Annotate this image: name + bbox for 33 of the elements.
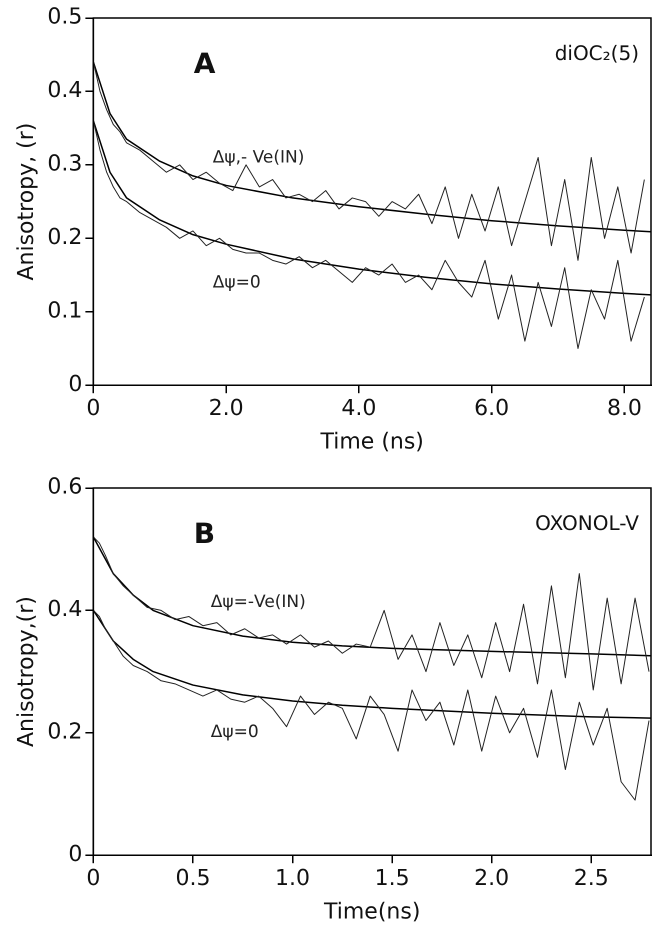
- y-tick-label: 0.1: [47, 298, 82, 324]
- annotation: B: [194, 517, 216, 550]
- annotation: OXONOL-V: [535, 511, 640, 535]
- y-tick-label: 0: [68, 842, 82, 867]
- y-tick-label: 0.2: [47, 720, 82, 745]
- x-tick-label: 2.0: [474, 866, 510, 892]
- x-axis-title: Time(ns): [322, 900, 420, 925]
- y-tick-label: 0.5: [47, 4, 82, 30]
- x-tick-label: 1.0: [275, 866, 310, 892]
- y-tick-label: 0.6: [47, 474, 82, 500]
- annotation: A: [194, 47, 216, 80]
- y-tick-label: 0: [68, 372, 82, 397]
- annotation: diOC₂(5): [554, 41, 639, 65]
- y-axis-title: Anisotropy,(r): [14, 596, 39, 748]
- x-tick-label: 1.5: [374, 866, 410, 892]
- series-label: Δψ,- Ve(IN): [212, 148, 304, 168]
- x-tick-label: 6.0: [474, 396, 510, 422]
- series-label: Δψ=0: [210, 722, 259, 742]
- y-axis-title: Anisotropy, (r): [14, 122, 39, 281]
- y-tick-label: 0.4: [47, 597, 82, 622]
- x-tick-label: 0: [86, 866, 100, 892]
- y-tick-label: 0.2: [47, 225, 82, 250]
- series-label: Δψ=-Ve(IN): [210, 592, 306, 612]
- x-tick-label: 8.0: [606, 396, 642, 422]
- series-label: Δψ=0: [212, 272, 261, 292]
- x-tick-label: 2.5: [574, 866, 609, 892]
- y-tick-label: 0.4: [47, 78, 82, 104]
- y-tick-label: 0.3: [47, 152, 82, 177]
- x-axis-title: Time (ns): [319, 430, 424, 455]
- x-tick-label: 4.0: [341, 396, 376, 422]
- x-tick-label: 0.5: [175, 866, 210, 892]
- x-tick-label: 2.0: [208, 396, 244, 422]
- x-tick-label: 0: [86, 396, 100, 422]
